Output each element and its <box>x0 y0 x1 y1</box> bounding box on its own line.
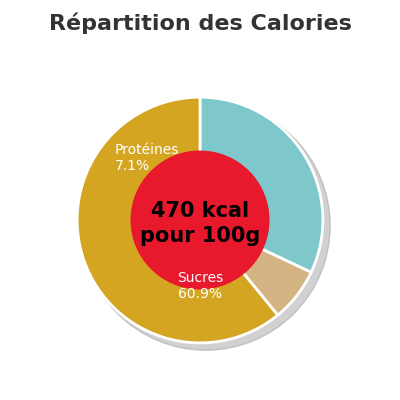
Wedge shape <box>77 97 278 343</box>
Text: Protéines
7.1%: Protéines 7.1% <box>115 143 179 173</box>
Text: Sucres
60.9%: Sucres 60.9% <box>177 270 223 301</box>
Text: 470 kcal: 470 kcal <box>151 201 249 221</box>
Wedge shape <box>238 246 311 315</box>
Text: Lipides
32.0%: Lipides 32.0% <box>326 130 375 160</box>
Text: Répartition des Calories: Répartition des Calories <box>48 12 352 34</box>
Circle shape <box>131 151 269 289</box>
Text: pour 100g: pour 100g <box>140 226 260 246</box>
Circle shape <box>81 101 330 350</box>
Wedge shape <box>200 97 323 272</box>
